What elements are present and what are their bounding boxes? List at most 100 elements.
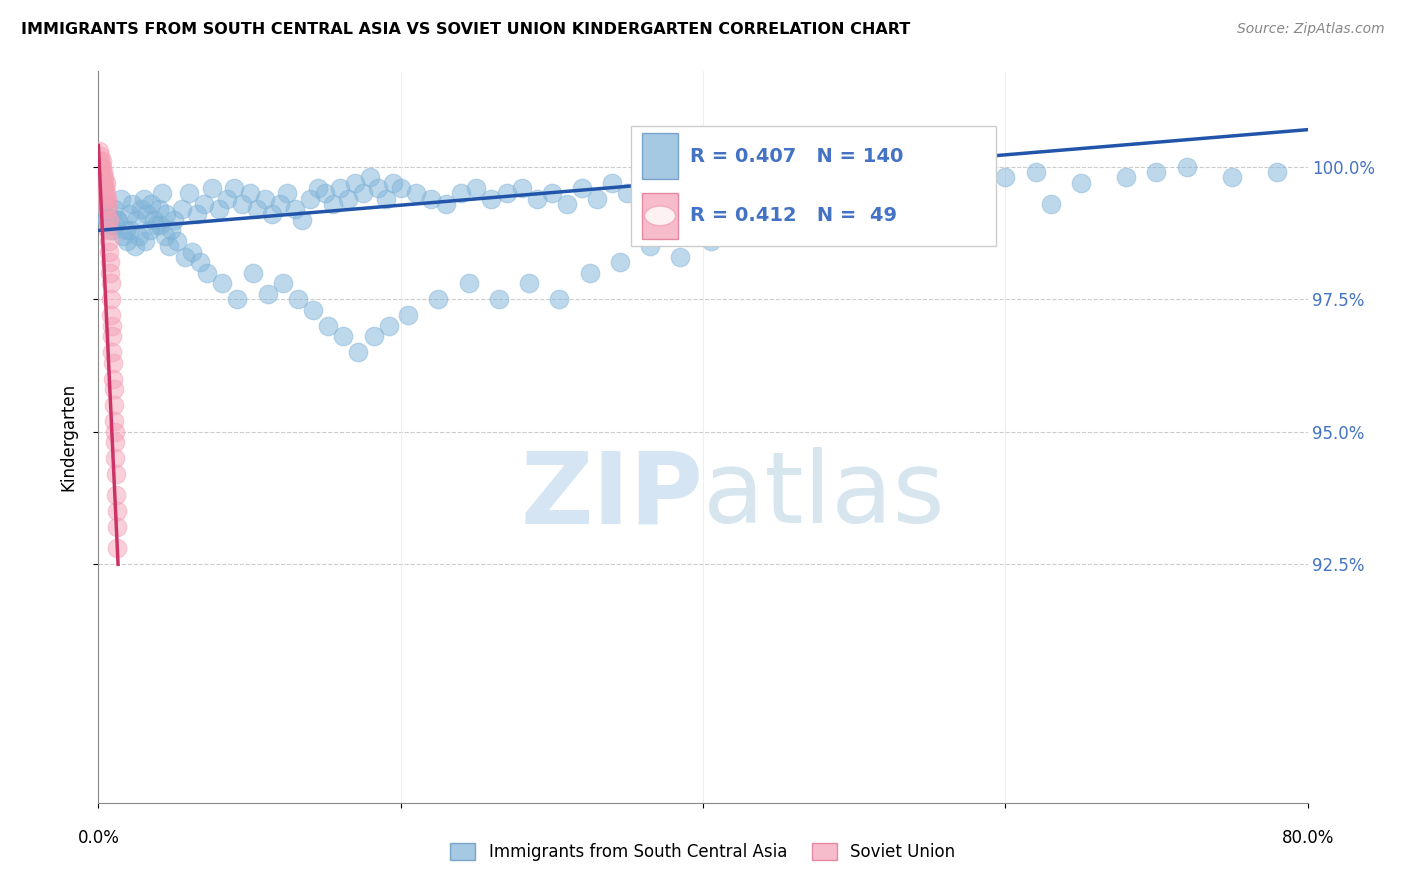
Point [783, 181, 806, 195]
Point [638, 239, 661, 253]
Point [91, 165, 114, 179]
Point [676, 186, 699, 201]
Point [111, 228, 134, 243]
Point [434, 197, 457, 211]
Point [104, 435, 127, 450]
Point [242, 266, 264, 280]
Point [188, 255, 211, 269]
Point [737, 181, 759, 195]
Point [103, 398, 125, 412]
Point [405, 186, 427, 201]
Point [100, 277, 122, 291]
Point [97, 212, 120, 227]
Point [1220, 170, 1243, 185]
Point [105, 504, 128, 518]
Point [135, 207, 157, 221]
Point [159, 239, 181, 253]
Point [96, 186, 118, 201]
Point [97, 223, 120, 237]
Point [692, 181, 714, 195]
Point [510, 181, 533, 195]
Point [125, 212, 148, 227]
Point [609, 255, 631, 269]
Point [457, 277, 479, 291]
Point [302, 302, 325, 317]
Point [994, 170, 1017, 185]
Point [150, 186, 173, 201]
Point [526, 192, 548, 206]
Point [91, 170, 114, 185]
Point [96, 197, 118, 211]
Point [104, 467, 127, 482]
Point [215, 192, 238, 206]
Point [208, 202, 231, 216]
Point [1267, 165, 1289, 179]
Point [813, 170, 835, 185]
Point [363, 329, 385, 343]
Point [104, 425, 127, 439]
Point [314, 186, 336, 201]
Point [602, 176, 624, 190]
Point [91, 160, 114, 174]
Point [173, 250, 195, 264]
Point [193, 197, 215, 211]
Point [427, 293, 450, 307]
Point [844, 170, 866, 185]
Point [548, 293, 571, 307]
Point [91, 197, 114, 211]
Point [98, 234, 121, 248]
Point [540, 186, 562, 201]
Point [94, 176, 117, 190]
Point [148, 202, 170, 216]
Point [224, 181, 246, 195]
Point [389, 181, 412, 195]
Point [91, 176, 114, 190]
Point [149, 218, 172, 232]
Point [110, 192, 132, 206]
Point [1024, 165, 1046, 179]
Point [918, 207, 941, 221]
Point [96, 192, 118, 206]
Point [94, 192, 117, 206]
Point [201, 181, 224, 195]
Point [129, 202, 152, 216]
Point [98, 266, 121, 280]
Point [101, 223, 124, 237]
Point [90, 154, 112, 169]
Point [347, 345, 370, 359]
Point [352, 186, 374, 201]
Point [271, 277, 294, 291]
Point [97, 212, 120, 227]
Point [94, 181, 117, 195]
Point [89, 154, 111, 169]
Point [103, 383, 125, 397]
Point [153, 228, 176, 243]
Point [101, 329, 124, 343]
Point [118, 207, 141, 221]
Point [103, 202, 125, 216]
Point [139, 223, 162, 237]
Point [103, 372, 125, 386]
Point [114, 223, 136, 237]
Point [873, 176, 896, 190]
Point [707, 170, 730, 185]
Point [253, 192, 276, 206]
Text: R = 0.412   N =  49: R = 0.412 N = 49 [690, 206, 897, 226]
Point [555, 197, 578, 211]
Point [752, 176, 775, 190]
Point [284, 202, 307, 216]
Point [90, 170, 112, 185]
Point [145, 218, 167, 232]
Point [246, 202, 269, 216]
Point [160, 223, 183, 237]
Point [1146, 165, 1168, 179]
Text: 0.0%: 0.0% [77, 830, 120, 847]
Point [517, 277, 540, 291]
Point [287, 293, 309, 307]
Point [450, 186, 472, 201]
Point [93, 181, 115, 195]
Point [699, 234, 721, 248]
Point [420, 192, 443, 206]
Point [186, 207, 208, 221]
Point [124, 239, 146, 253]
